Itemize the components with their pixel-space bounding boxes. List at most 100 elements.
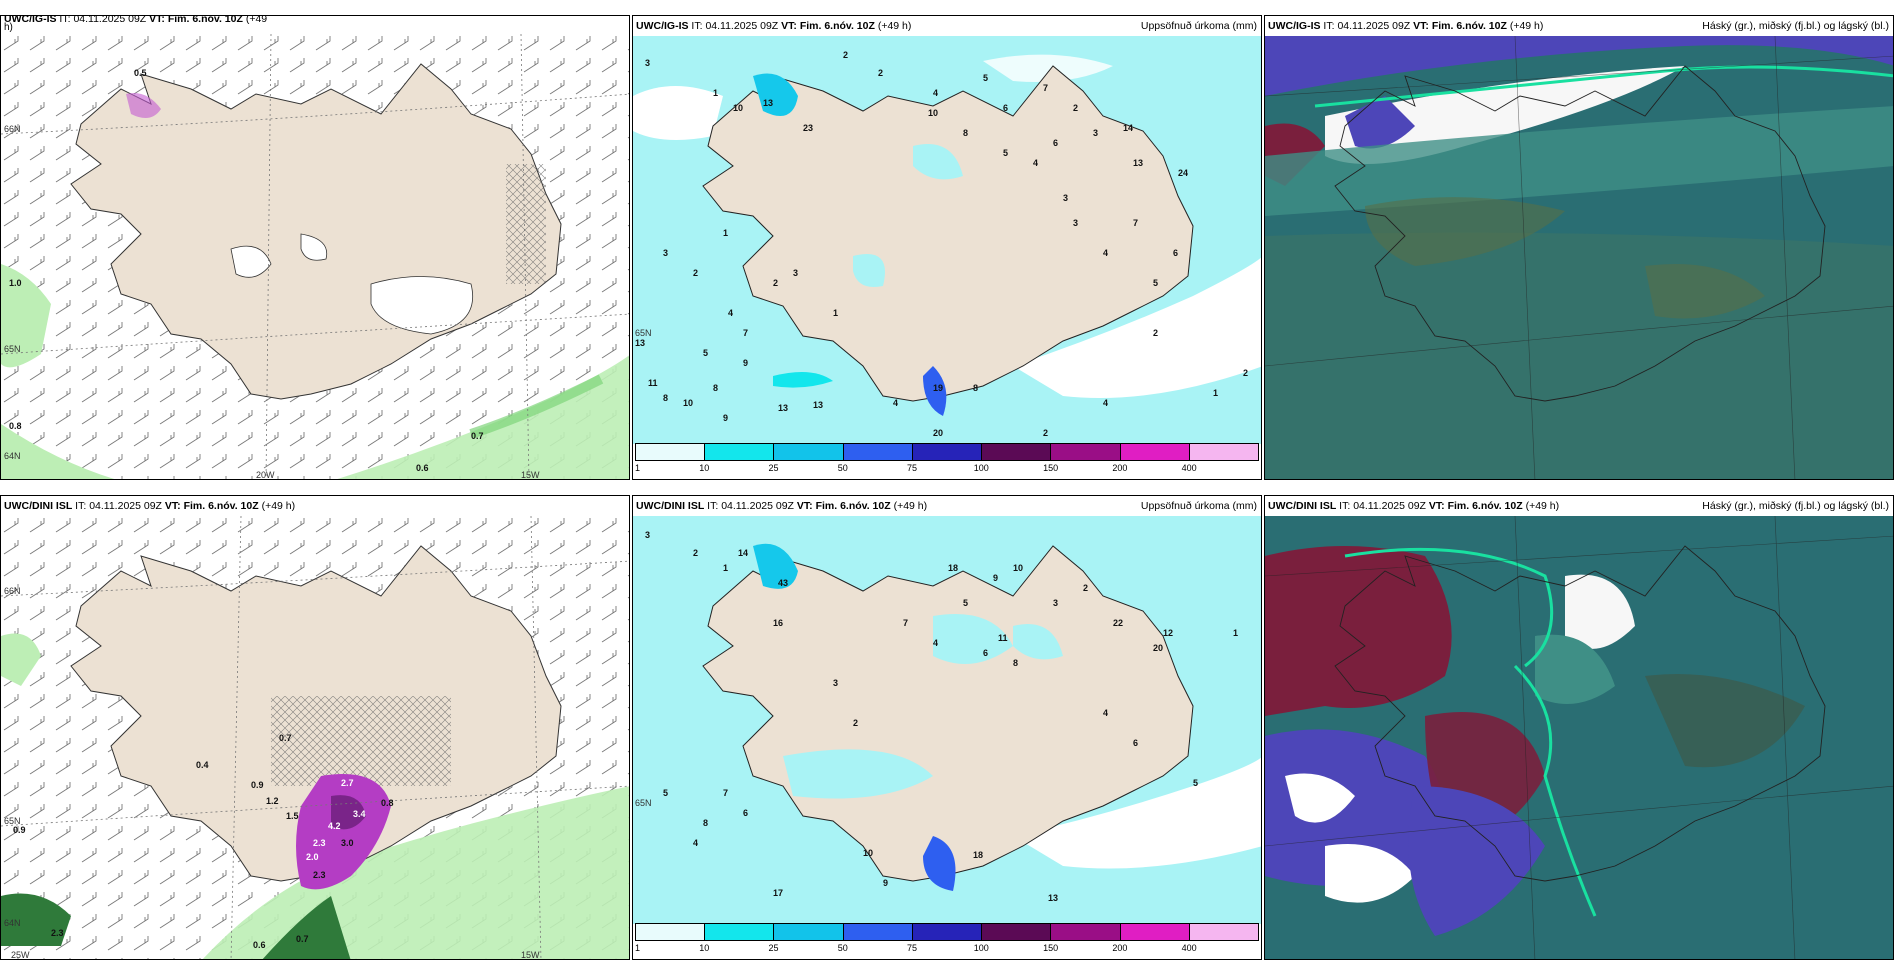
svg-text:3: 3 bbox=[645, 58, 650, 68]
svg-text:2.7: 2.7 bbox=[341, 778, 354, 788]
svg-text:18: 18 bbox=[973, 850, 983, 860]
panel-header: UWC/DINI ISL IT: 04.11.2025 09Z VT: Fim.… bbox=[633, 496, 1261, 516]
svg-text:3.0: 3.0 bbox=[341, 838, 354, 848]
svg-text:1: 1 bbox=[723, 228, 728, 238]
it-value: 04.11.2025 09Z bbox=[1353, 500, 1426, 512]
model-name: UWC/DINI ISL bbox=[1268, 500, 1337, 512]
svg-text:3: 3 bbox=[833, 678, 838, 688]
svg-text:7: 7 bbox=[903, 618, 908, 628]
svg-text:8: 8 bbox=[963, 128, 968, 138]
graticule bbox=[1, 34, 629, 479]
vt-value: Fim. 6.nóv. 10Z bbox=[1431, 20, 1507, 32]
wind-shading-sw bbox=[1, 424, 115, 479]
svg-text:8: 8 bbox=[973, 383, 978, 393]
iceland-coastline bbox=[1334, 65, 1826, 402]
svg-text:4: 4 bbox=[1103, 398, 1108, 408]
panel-ig-wind: UWC/IG-IS IT: 04.11.2025 09Z VT: Fim. 6.… bbox=[0, 15, 630, 480]
colorbar-segment bbox=[1189, 444, 1258, 460]
colorbar-segment bbox=[636, 444, 706, 460]
svg-text:19: 19 bbox=[933, 383, 943, 393]
svg-text:17: 17 bbox=[773, 888, 783, 898]
svg-text:7: 7 bbox=[1133, 218, 1138, 228]
vt-value: Fim. 6.nóv. 10Z bbox=[1447, 500, 1523, 512]
panel-header: UWC/IG-IS IT: 04.11.2025 09Z VT: Fim. 6.… bbox=[633, 16, 1261, 36]
colorbar-tick: 10 bbox=[699, 463, 710, 473]
svg-text:20: 20 bbox=[933, 428, 943, 438]
it-label: IT: bbox=[691, 20, 703, 32]
colorbar-tick: 400 bbox=[1181, 463, 1197, 473]
svg-text:13: 13 bbox=[1048, 893, 1058, 903]
iceland-landmass bbox=[70, 63, 562, 400]
svg-text:5: 5 bbox=[963, 598, 968, 608]
svg-text:2: 2 bbox=[1243, 368, 1248, 378]
vt-label: VT: bbox=[1413, 20, 1429, 32]
svg-text:7: 7 bbox=[743, 328, 748, 338]
svg-text:4: 4 bbox=[1033, 158, 1038, 168]
svg-text:6: 6 bbox=[983, 648, 988, 658]
colorbar-tick: 400 bbox=[1181, 943, 1197, 953]
svg-text:1.2: 1.2 bbox=[266, 796, 279, 806]
lat-label: 64N bbox=[4, 451, 21, 461]
it-label: IT: bbox=[707, 500, 719, 512]
field-title: Uppsöfnuð úrkoma (mm) bbox=[1140, 500, 1257, 512]
precip-max-nw bbox=[753, 543, 798, 589]
precip-colorbar bbox=[635, 443, 1259, 461]
colorbar-segment bbox=[843, 924, 913, 940]
svg-text:7: 7 bbox=[723, 788, 728, 798]
field-title: Uppsöfnuð úrkoma (mm) bbox=[1140, 20, 1257, 32]
panel-header: UWC/DINI ISL IT: 04.11.2025 09Z VT: Fim.… bbox=[1, 496, 629, 516]
vt-value: Fim. 6.nóv. 10Z bbox=[183, 500, 259, 512]
lat-label: 66N bbox=[4, 586, 21, 596]
svg-text:1.5: 1.5 bbox=[286, 811, 299, 821]
lat-label: 66N bbox=[4, 124, 21, 134]
colorbar-tick: 1 bbox=[635, 463, 641, 473]
svg-text:2.0: 2.0 bbox=[306, 852, 319, 862]
svg-text:8: 8 bbox=[713, 383, 718, 393]
field-title: Háský (gr.), miðský (fj.bl.) og lágský (… bbox=[1702, 500, 1889, 512]
svg-text:2: 2 bbox=[853, 718, 858, 728]
svg-text:2.3: 2.3 bbox=[313, 838, 326, 848]
colorbar-segment bbox=[1051, 924, 1121, 940]
svg-text:0.8: 0.8 bbox=[381, 798, 394, 808]
precip-max-south bbox=[923, 836, 956, 891]
panel-dini-cloud: UWC/DINI ISL IT: 04.11.2025 09Z VT: Fim.… bbox=[1264, 495, 1894, 960]
svg-text:8: 8 bbox=[1013, 658, 1018, 668]
vt-label: VT: bbox=[1428, 500, 1445, 512]
svg-text:2.3: 2.3 bbox=[51, 928, 64, 938]
lat-label: 65N bbox=[635, 798, 652, 808]
lead-time-wrap: h) bbox=[4, 22, 13, 33]
colorbar-ticks: 1 10 25 50 75 100 150 200 400 bbox=[635, 942, 1259, 956]
svg-text:5: 5 bbox=[983, 73, 988, 83]
colorbar-tick: 200 bbox=[1112, 463, 1128, 473]
colorbar-segment bbox=[982, 924, 1052, 940]
svg-text:2: 2 bbox=[878, 68, 883, 78]
lon-label: 20W bbox=[256, 470, 275, 480]
colorbar-tick: 25 bbox=[768, 463, 779, 473]
it-value: 04.11.2025 09Z bbox=[705, 20, 779, 32]
svg-text:3: 3 bbox=[1063, 193, 1068, 203]
panel-ig-cloud: UWC/IG-IS IT: 04.11.2025 09Z VT: Fim. 6.… bbox=[1264, 15, 1894, 480]
colorbar-segment bbox=[1120, 444, 1190, 460]
colorbar-ticks: 1 10 25 50 75 100 150 200 400 bbox=[635, 462, 1259, 476]
precip-map: 65N 3 2 1 14 16 43 18 9 10 22 7 5 4 6 8 … bbox=[633, 516, 1261, 924]
svg-text:11: 11 bbox=[648, 378, 658, 388]
gust-max-south bbox=[296, 774, 391, 890]
svg-text:10: 10 bbox=[683, 398, 693, 408]
svg-text:8: 8 bbox=[703, 818, 708, 828]
lead-time: (+49 h) bbox=[1525, 500, 1560, 512]
colorbar-segment bbox=[774, 444, 844, 460]
colorbar-tick: 150 bbox=[1043, 463, 1059, 473]
colorbar-segment bbox=[1051, 444, 1121, 460]
lead-time: (+49 h) bbox=[261, 500, 296, 512]
panel-header: UWC/DINI ISL IT: 04.11.2025 09Z VT: Fim.… bbox=[1265, 496, 1893, 516]
wind-value: 0.7 bbox=[471, 431, 484, 441]
it-label: IT: bbox=[1323, 20, 1335, 32]
svg-text:0.4: 0.4 bbox=[196, 760, 209, 770]
svg-text:2: 2 bbox=[1073, 103, 1078, 113]
svg-text:4: 4 bbox=[693, 838, 698, 848]
vt-value: Fim. 6.nóv. 10Z bbox=[167, 15, 243, 25]
svg-text:3: 3 bbox=[793, 268, 798, 278]
vt-value: Fim. 6.nóv. 10Z bbox=[815, 500, 891, 512]
svg-text:0.7: 0.7 bbox=[279, 733, 292, 743]
svg-text:2: 2 bbox=[693, 548, 698, 558]
